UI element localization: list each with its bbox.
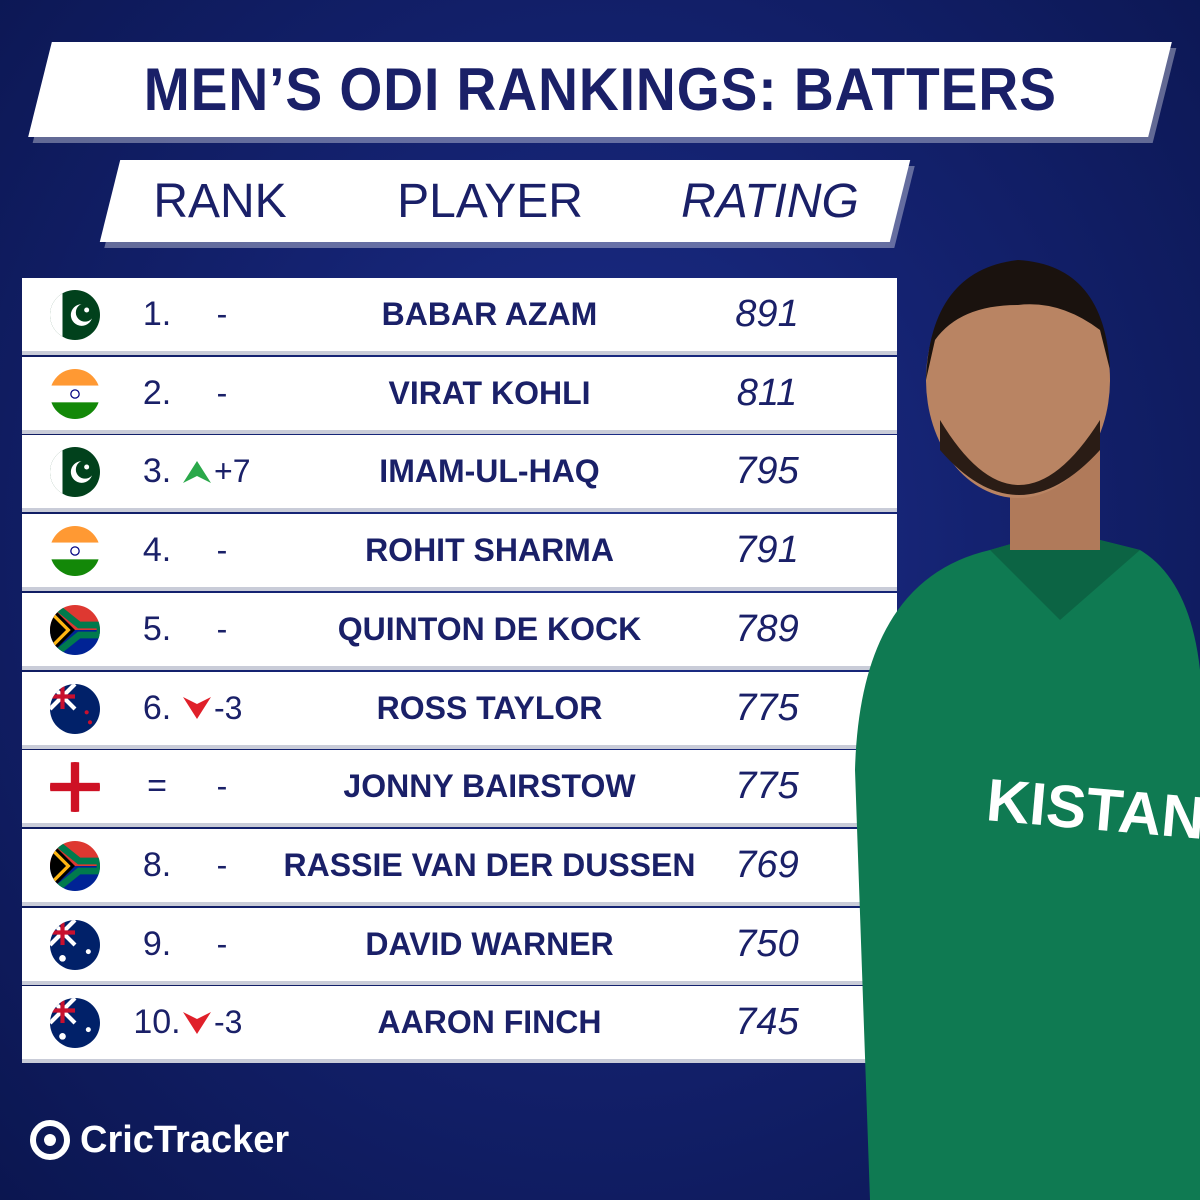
rank-change: - — [216, 610, 228, 647]
flag-cell — [50, 368, 100, 419]
rank-change: -3 — [214, 1004, 243, 1041]
rating: 795 — [735, 450, 799, 493]
rank-change: - — [216, 925, 228, 962]
rank: 10. — [133, 1003, 181, 1042]
change-cell: -3 — [182, 986, 262, 1059]
flag-cell — [50, 762, 100, 813]
rank: 4. — [142, 531, 172, 570]
flag-cell — [50, 447, 100, 498]
change-cell: - — [182, 514, 262, 587]
table-row: 3. +7 IMAM-UL-HAQ 795 — [22, 435, 897, 513]
player-name: VIRAT KOHLI — [388, 374, 591, 411]
flag — [50, 919, 100, 970]
rank: 9. — [142, 924, 172, 963]
rating: 811 — [736, 371, 798, 414]
flag — [50, 998, 100, 1049]
table-row: 2. - VIRAT KOHLI 811 — [22, 356, 897, 434]
rating: 769 — [735, 843, 799, 886]
flag — [50, 447, 100, 498]
title-text: MEN’S ODI RANKINGS: BATTERS — [143, 56, 1057, 123]
flag-cell — [50, 526, 100, 577]
table-row: 5. - QUINTON DE KOCK 789 — [22, 592, 897, 670]
rank: 2. — [142, 373, 172, 412]
player-name: QUINTON DE KOCK — [337, 610, 642, 647]
column-header: RATING — [681, 175, 859, 228]
flag — [50, 840, 100, 891]
rating: 775 — [735, 765, 799, 808]
up-arrow — [183, 460, 211, 483]
rating: 891 — [735, 293, 799, 335]
brand-name: CricTracker — [80, 1118, 290, 1161]
flag-cell — [50, 290, 100, 340]
rank: 5. — [142, 609, 172, 648]
rank-change: - — [216, 296, 228, 332]
change-cell: - — [182, 829, 262, 902]
rank: 6. — [142, 688, 172, 727]
table-row: 8. - RASSIE VAN DER DUSSEN 769 — [22, 828, 897, 906]
flag-cell — [50, 683, 100, 734]
table-row: = - JONNY BAIRSTOW 775 — [22, 750, 897, 828]
flag — [50, 526, 100, 577]
rank-change: -3 — [214, 689, 243, 726]
down-arrow — [183, 1011, 211, 1034]
flag — [50, 290, 100, 340]
change-cell: +7 — [182, 435, 262, 508]
rating: 745 — [735, 1001, 799, 1044]
player-photo: KISTAN — [855, 260, 1200, 1200]
player-name: IMAM-UL-HAQ — [379, 453, 600, 490]
flag-cell — [50, 604, 100, 655]
title: MEN’S ODI RANKINGS: BATTERS — [0, 42, 1200, 137]
rating: 750 — [735, 922, 799, 965]
change-cell: - — [182, 908, 262, 981]
change-cell: -3 — [182, 672, 262, 745]
change-cell: - — [182, 593, 262, 666]
rating: 789 — [735, 607, 799, 650]
rank-change: - — [216, 768, 228, 805]
rank-change: +7 — [214, 453, 251, 490]
rank-change: - — [216, 532, 228, 569]
change-cell: - — [182, 750, 262, 823]
flag-cell — [50, 919, 100, 970]
player-name: ROSS TAYLOR — [376, 689, 603, 726]
brand-icon — [30, 1120, 70, 1160]
change-cell: - — [182, 278, 262, 351]
rank: 8. — [142, 845, 172, 884]
table-row: 1. - BABAR AZAM 891 — [22, 278, 897, 355]
rating: 775 — [735, 686, 799, 729]
player-name: AARON FINCH — [377, 1004, 602, 1041]
flag — [50, 683, 100, 734]
flag-cell — [50, 998, 100, 1049]
player-name: ROHIT SHARMA — [365, 532, 614, 569]
rank: = — [147, 767, 167, 806]
rank: 1. — [142, 295, 172, 333]
flag — [50, 604, 100, 655]
rating: 791 — [735, 529, 799, 572]
table-row: 4. - ROHIT SHARMA 791 — [22, 514, 897, 592]
rank-change: - — [216, 374, 228, 411]
column-header: RANK — [153, 175, 287, 228]
brand-logo: CricTracker — [28, 1118, 289, 1162]
player-name: BABAR AZAM — [381, 296, 598, 332]
rank-change: - — [216, 846, 228, 883]
rank: 3. — [142, 452, 172, 491]
flag — [50, 368, 100, 419]
table-row: 9. - DAVID WARNER 750 — [22, 907, 897, 985]
table-row: 6. -3 ROSS TAYLOR 775 — [22, 671, 897, 749]
player-name: RASSIE VAN DER DUSSEN — [283, 846, 696, 883]
player-name: JONNY BAIRSTOW — [343, 768, 636, 805]
change-cell: - — [182, 357, 262, 430]
column-header: PLAYER — [397, 175, 583, 228]
flag-cell — [50, 840, 100, 891]
table-row: 10. -3 AARON FINCH 745 — [22, 986, 897, 1064]
down-arrow — [183, 697, 211, 719]
player-name: DAVID WARNER — [365, 925, 614, 962]
flag — [50, 762, 100, 813]
